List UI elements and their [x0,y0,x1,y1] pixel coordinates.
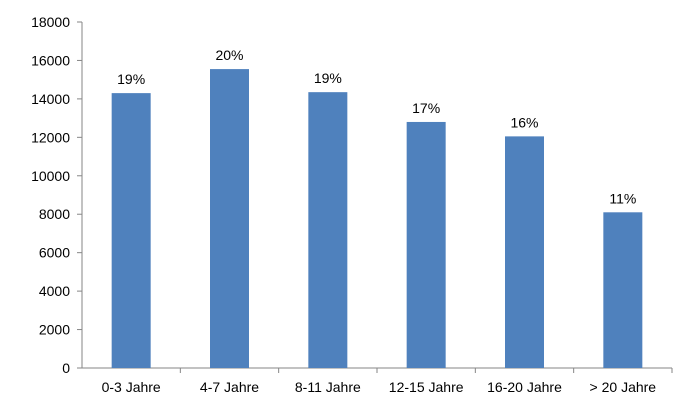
data-label: 20% [215,47,243,63]
data-label: 11% [609,190,636,206]
y-tick-label: 10000 [31,168,70,184]
x-category-label: 4-7 Jahre [200,379,259,395]
bar [308,92,348,369]
bar [111,93,151,368]
x-axis: 0-3 Jahre 4-7 Jahre 8-11 Jahre 12-15 Jahre 1… [82,367,673,395]
y-tick-label: 14000 [31,91,70,107]
x-category-label: > 20 Jahre [590,379,657,395]
data-label: 19% [117,71,145,87]
y-tick-label: 18000 [31,14,70,30]
y-tick-label: 4000 [39,283,70,299]
y-tick-label: 16000 [31,52,70,68]
y-axis: 0 2000 4000 6000 8000 10000 12000 14000 16000 180… [31,14,83,376]
y-tick-label: 12000 [31,129,70,145]
bars [111,69,643,369]
y-tick-label: 0 [62,360,70,376]
y-tick-label: 8000 [39,206,70,222]
data-label: 17% [412,100,440,116]
data-labels: 19% 20% 19% 17% 16% 11% [117,47,636,206]
bar [603,212,643,368]
x-category-label: 16-20 Jahre [487,379,562,395]
data-label: 16% [510,114,538,130]
y-tick-label: 6000 [39,245,70,261]
y-tick-label: 2000 [39,322,70,338]
bar [505,136,544,368]
bar [406,121,446,368]
x-category-label: 0-3 Jahre [102,379,161,395]
x-category-label: 8-11 Jahre [295,379,361,395]
data-label: 19% [314,70,342,86]
x-category-label: 12-15 Jahre [389,379,464,395]
bar [210,69,249,368]
